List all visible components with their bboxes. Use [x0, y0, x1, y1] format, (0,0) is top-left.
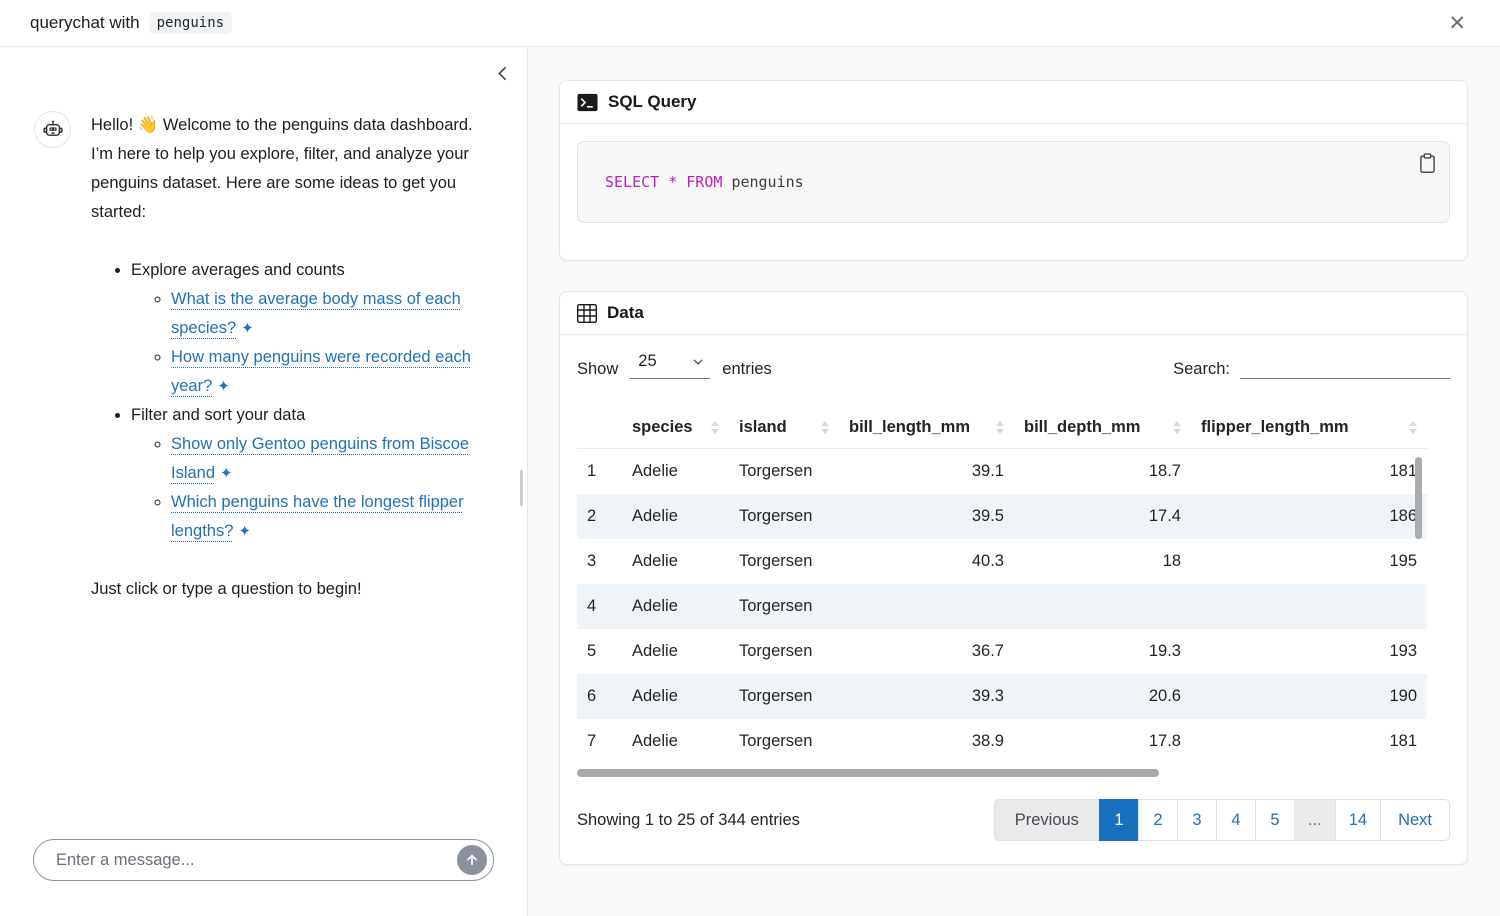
page-button-1[interactable]: 1 — [1098, 799, 1139, 841]
arrow-up-icon — [467, 854, 477, 866]
table-row: 1 Adelie Torgersen 39.1 18.7 181 — [587, 462, 1417, 480]
page-button-4[interactable]: 4 — [1215, 799, 1256, 841]
list-item: What is the average body mass of each sp… — [171, 285, 491, 343]
column-header-flipper-length[interactable]: flipper_length_mm — [1191, 407, 1427, 449]
search-control: Search: — [1173, 354, 1450, 379]
sort-icon — [1173, 421, 1181, 434]
sql-table-name: penguins — [731, 173, 804, 191]
column-header-island[interactable]: island — [729, 407, 839, 449]
sort-icon — [821, 421, 829, 434]
sort-icon — [711, 421, 719, 434]
sparkle-icon: ✦ — [217, 378, 230, 396]
page-button-2[interactable]: 2 — [1137, 799, 1178, 841]
table-row: 4 Adelie Torgersen — [577, 584, 1427, 629]
main-panel: SQL Query SELECT * FROM penguins — [528, 47, 1500, 916]
column-header-bill-length[interactable]: bill_length_mm — [839, 407, 1014, 449]
list-item: Which penguins have the longest flipper … — [171, 488, 491, 546]
suggestion-link[interactable]: Which penguins have the longest flipper … — [171, 493, 464, 541]
page-length-select[interactable]: 25 — [630, 352, 711, 379]
list-item: How many penguins were recorded each yea… — [171, 343, 491, 401]
table-scroll-area: species island bill_length_mm bill_depth… — [577, 407, 1450, 779]
close-button[interactable]: ✕ — [1444, 9, 1470, 38]
dataset-name-chip: penguins — [148, 12, 233, 34]
page-length-control: Show 25 entries — [577, 352, 772, 379]
suggestion-link[interactable]: What is the average body mass of each sp… — [171, 290, 461, 338]
suggestion-link[interactable]: How many penguins were recorded each yea… — [171, 348, 471, 396]
table-row: 3 Adelie Torgersen 40.3 18 195 — [587, 552, 1417, 570]
page-button-3[interactable]: 3 — [1176, 799, 1217, 841]
sparkle-icon: ✦ — [220, 465, 233, 483]
greeting-text: Hello! 👋 Welcome to the penguins data da… — [91, 116, 473, 222]
collapse-sidebar-button[interactable] — [492, 63, 513, 87]
page-ellipsis: ... — [1293, 799, 1336, 841]
app-title: querychat with — [30, 13, 140, 32]
table-info-text: Showing 1 to 25 of 344 entries — [577, 810, 800, 829]
sparkle-icon: ✦ — [241, 320, 254, 338]
sql-query-card: SQL Query SELECT * FROM penguins — [559, 80, 1468, 261]
chat-message-input[interactable] — [54, 849, 457, 871]
table-row: 7 Adelie Torgersen 38.9 17.8 181 — [587, 732, 1417, 750]
sql-keyword: SELECT — [605, 173, 660, 191]
table-icon — [577, 303, 597, 323]
chat-input-container — [33, 839, 494, 881]
next-page-button[interactable]: Next — [1380, 799, 1450, 841]
table-row: 2 Adelie Torgersen 39.5 17.4 186 — [577, 494, 1427, 539]
section-label: Filter and sort your data — [131, 406, 306, 425]
section-label: Explore averages and counts — [131, 261, 345, 280]
page-button-14[interactable]: 14 — [1334, 799, 1382, 841]
vertical-scrollbar[interactable] — [1415, 457, 1422, 539]
title-bar: querychat with penguins ✕ — [0, 0, 1500, 47]
avatar — [34, 111, 71, 148]
page-length-value: 25 — [638, 352, 657, 370]
closing-text: Just click or type a question to begin! — [91, 580, 362, 599]
page-button-5[interactable]: 5 — [1254, 799, 1295, 841]
search-input[interactable] — [1240, 354, 1450, 379]
copy-button[interactable] — [1417, 151, 1438, 179]
sort-icon — [996, 421, 1004, 434]
list-item: Show only Gentoo penguins from Biscoe Is… — [171, 430, 491, 488]
clipboard-icon — [1420, 153, 1435, 173]
data-card: Data Show 25 entries Search: — [559, 291, 1468, 865]
column-header-species[interactable]: species — [622, 407, 729, 449]
data-table: species island bill_length_mm bill_depth… — [577, 407, 1427, 764]
list-item-explore: Explore averages and counts What is the … — [131, 256, 491, 401]
row-number-header — [577, 407, 622, 449]
card-title: SQL Query — [608, 92, 697, 111]
pagination: Previous 1 2 3 4 5 ... 14 Next — [993, 799, 1450, 841]
send-button[interactable] — [457, 845, 487, 875]
suggestion-link[interactable]: Show only Gentoo penguins from Biscoe Is… — [171, 435, 470, 483]
show-label: Show — [577, 360, 619, 378]
previous-page-button[interactable]: Previous — [993, 799, 1100, 841]
sparkle-icon: ✦ — [238, 523, 251, 541]
search-label: Search: — [1173, 360, 1230, 378]
sort-icon — [1409, 421, 1417, 434]
sql-code-block: SELECT * FROM penguins — [577, 141, 1450, 223]
assistant-message: Hello! 👋 Welcome to the penguins data da… — [34, 111, 491, 604]
column-header-bill-depth[interactable]: bill_depth_mm — [1014, 407, 1191, 449]
sql-operator: * — [668, 173, 678, 191]
chat-message-area: Hello! 👋 Welcome to the penguins data da… — [0, 47, 527, 839]
sidebar-resize-handle[interactable] — [520, 470, 523, 506]
table-row: 5 Adelie Torgersen 36.7 19.3 193 — [587, 642, 1417, 660]
horizontal-scrollbar[interactable] — [577, 769, 1159, 777]
table-header-row: species island bill_length_mm bill_depth… — [577, 407, 1427, 449]
robot-icon — [42, 120, 63, 136]
card-title: Data — [607, 303, 644, 322]
chat-sidebar: Hello! 👋 Welcome to the penguins data da… — [0, 47, 528, 916]
sql-keyword: FROM — [686, 173, 723, 191]
list-item-filter: Filter and sort your data Show only Gent… — [131, 401, 491, 546]
chevron-down-icon — [693, 359, 703, 365]
entries-label: entries — [722, 360, 772, 378]
table-row: 6 Adelie Torgersen 39.3 20.6 190 — [577, 674, 1427, 719]
terminal-icon — [577, 93, 598, 111]
chevron-left-icon — [498, 66, 506, 81]
